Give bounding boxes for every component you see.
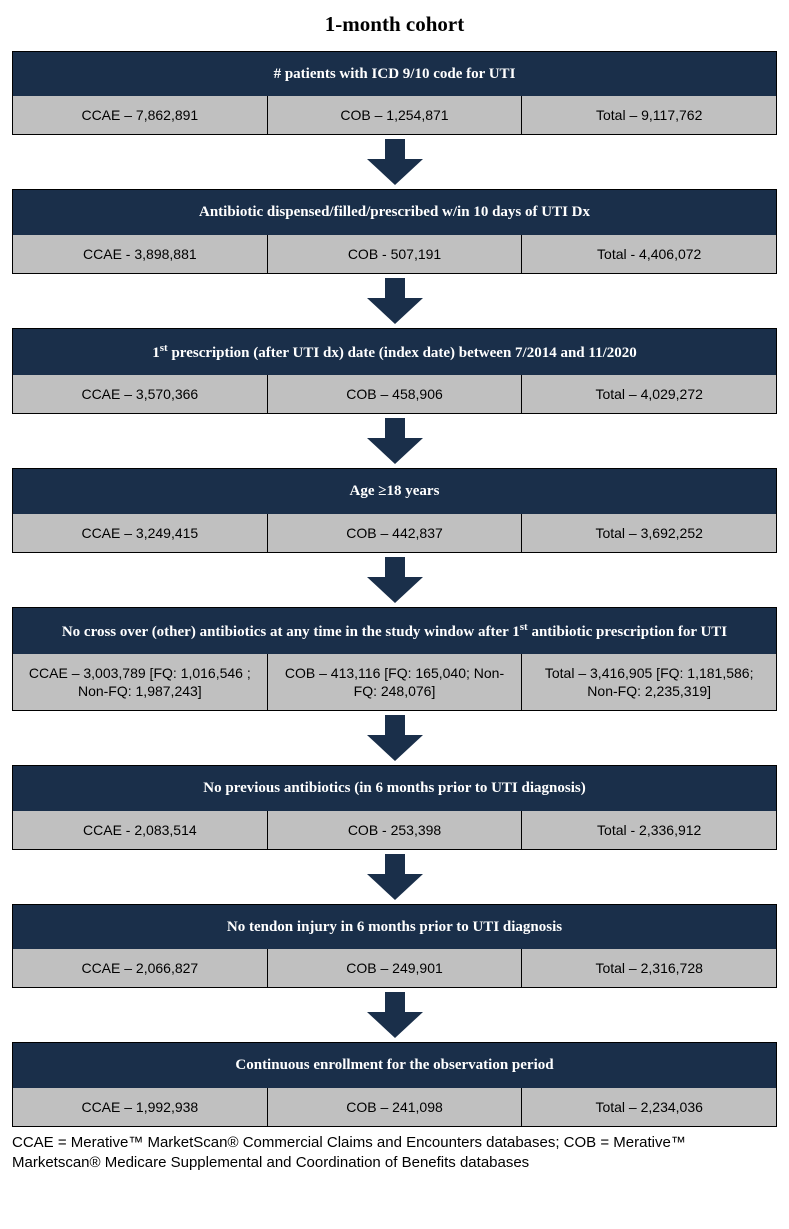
- arrow-down-icon: [367, 854, 423, 900]
- flow-step: # patients with ICD 9/10 code for UTICCA…: [12, 51, 777, 135]
- step-data-row: CCAE – 1,992,938COB – 241,098Total – 2,2…: [13, 1088, 776, 1126]
- cob-cell: COB – 1,254,871: [267, 96, 522, 134]
- flow-arrow: [12, 553, 777, 607]
- footnote-text: CCAE = Merative™ MarketScan® Commercial …: [12, 1133, 777, 1174]
- arrow-down-icon: [367, 992, 423, 1038]
- cob-cell: COB - 507,191: [267, 235, 522, 273]
- total-cell: Total - 4,406,072: [521, 235, 776, 273]
- flow-step: 1st prescription (after UTI dx) date (in…: [12, 328, 777, 414]
- step-header: No previous antibiotics (in 6 months pri…: [13, 766, 776, 810]
- flow-step: Antibiotic dispensed/filled/prescribed w…: [12, 189, 777, 273]
- flow-arrow: [12, 274, 777, 328]
- step-data-row: CCAE – 3,249,415COB – 442,837Total – 3,6…: [13, 514, 776, 552]
- total-cell: Total – 3,692,252: [521, 514, 776, 552]
- step-data-row: CCAE - 3,898,881COB - 507,191Total - 4,4…: [13, 235, 776, 273]
- flow-step: Continuous enrollment for the observatio…: [12, 1042, 777, 1126]
- arrow-down-icon: [367, 139, 423, 185]
- step-data-row: CCAE – 2,066,827COB – 249,901Total – 2,3…: [13, 949, 776, 987]
- step-data-row: CCAE - 2,083,514COB - 253,398Total - 2,3…: [13, 811, 776, 849]
- total-cell: Total – 3,416,905 [FQ: 1,181,586; Non-FQ…: [521, 654, 776, 710]
- arrow-down-icon: [367, 557, 423, 603]
- ccae-cell: CCAE - 3,898,881: [13, 235, 267, 273]
- ccae-cell: CCAE – 1,992,938: [13, 1088, 267, 1126]
- total-cell: Total - 2,336,912: [521, 811, 776, 849]
- step-data-row: CCAE – 7,862,891COB – 1,254,871Total – 9…: [13, 96, 776, 134]
- step-header: No tendon injury in 6 months prior to UT…: [13, 905, 776, 949]
- step-header: Antibiotic dispensed/filled/prescribed w…: [13, 190, 776, 234]
- flow-arrow: [12, 135, 777, 189]
- arrow-down-icon: [367, 715, 423, 761]
- flow-arrow: [12, 988, 777, 1042]
- step-data-row: CCAE – 3,570,366COB – 458,906Total – 4,0…: [13, 375, 776, 413]
- step-header: Age ≥18 years: [13, 469, 776, 513]
- flow-step: No tendon injury in 6 months prior to UT…: [12, 904, 777, 988]
- ccae-cell: CCAE – 7,862,891: [13, 96, 267, 134]
- arrow-down-icon: [367, 418, 423, 464]
- ccae-cell: CCAE - 2,083,514: [13, 811, 267, 849]
- flow-step: No cross over (other) antibiotics at any…: [12, 607, 777, 712]
- total-cell: Total – 9,117,762: [521, 96, 776, 134]
- cob-cell: COB – 249,901: [267, 949, 522, 987]
- flow-arrow: [12, 850, 777, 904]
- step-header: # patients with ICD 9/10 code for UTI: [13, 52, 776, 96]
- ccae-cell: CCAE – 3,003,789 [FQ: 1,016,546 ; Non-FQ…: [13, 654, 267, 710]
- flow-step: Age ≥18 yearsCCAE – 3,249,415COB – 442,8…: [12, 468, 777, 552]
- cob-cell: COB – 241,098: [267, 1088, 522, 1126]
- step-header: No cross over (other) antibiotics at any…: [13, 608, 776, 654]
- cob-cell: COB – 442,837: [267, 514, 522, 552]
- ccae-cell: CCAE – 3,570,366: [13, 375, 267, 413]
- arrow-down-icon: [367, 278, 423, 324]
- step-header: 1st prescription (after UTI dx) date (in…: [13, 329, 776, 375]
- cob-cell: COB – 458,906: [267, 375, 522, 413]
- total-cell: Total – 2,234,036: [521, 1088, 776, 1126]
- total-cell: Total – 4,029,272: [521, 375, 776, 413]
- ccae-cell: CCAE – 2,066,827: [13, 949, 267, 987]
- ccae-cell: CCAE – 3,249,415: [13, 514, 267, 552]
- flow-arrow: [12, 711, 777, 765]
- cob-cell: COB – 413,116 [FQ: 165,040; Non-FQ: 248,…: [267, 654, 522, 710]
- cob-cell: COB - 253,398: [267, 811, 522, 849]
- total-cell: Total – 2,316,728: [521, 949, 776, 987]
- flow-arrow: [12, 414, 777, 468]
- page-title: 1-month cohort: [12, 12, 777, 37]
- step-data-row: CCAE – 3,003,789 [FQ: 1,016,546 ; Non-FQ…: [13, 654, 776, 710]
- flow-step: No previous antibiotics (in 6 months pri…: [12, 765, 777, 849]
- step-header: Continuous enrollment for the observatio…: [13, 1043, 776, 1087]
- flowchart-container: # patients with ICD 9/10 code for UTICCA…: [12, 51, 777, 1127]
